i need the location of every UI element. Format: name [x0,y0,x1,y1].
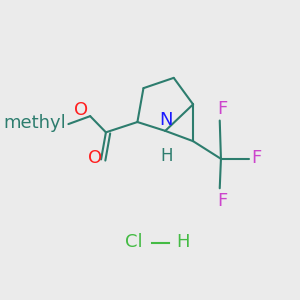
Text: methyl: methyl [3,114,66,132]
Text: F: F [217,100,228,118]
Text: O: O [88,149,102,167]
Text: Cl: Cl [124,233,142,251]
Text: O: O [74,101,88,119]
Text: H: H [160,147,173,165]
Text: F: F [252,149,262,167]
Text: H: H [176,233,190,251]
Text: N: N [160,111,173,129]
Text: F: F [217,192,228,210]
